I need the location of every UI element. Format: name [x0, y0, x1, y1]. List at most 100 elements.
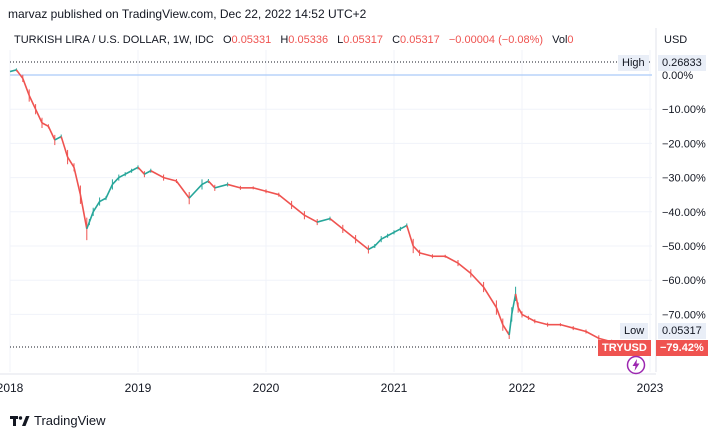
price-segment [41, 122, 49, 128]
price-segment [22, 78, 30, 96]
price-segment [66, 156, 75, 168]
low-marker-value: 0.05317 [658, 323, 706, 339]
price-segment [316, 217, 331, 223]
price-segment [124, 170, 132, 175]
x-tick-label: 2023 [637, 381, 664, 395]
high-value: 0.05336 [288, 34, 329, 46]
price-segment [265, 190, 280, 196]
symbol-price-tag: TRYUSD [598, 340, 651, 356]
price-segment [342, 228, 357, 240]
price-segment [528, 317, 536, 322]
high-marker-value: 0.26833 [658, 55, 706, 71]
price-segment [406, 225, 414, 247]
price-segment [380, 235, 388, 240]
y-tick-label: −50.00% [662, 241, 706, 253]
price-segment [470, 272, 485, 288]
price-segment [54, 135, 62, 141]
price-segment [73, 167, 82, 195]
price-segment [144, 170, 152, 175]
price-segment [150, 170, 164, 179]
price-segment [214, 183, 228, 189]
price-segment [188, 183, 203, 199]
price-segment [88, 211, 94, 223]
footer-brand[interactable]: TradingView [10, 413, 106, 428]
lightning-icon[interactable] [626, 355, 646, 375]
y-tick-label: −20.00% [662, 138, 706, 150]
high-marker-label: High [618, 55, 649, 71]
y-tick-label: −30.00% [662, 173, 706, 185]
y-tick-label: −70.00% [662, 309, 706, 321]
price-segment [163, 176, 177, 182]
price-segment [137, 166, 145, 175]
price-segment [400, 224, 408, 230]
high-label: H [280, 34, 289, 46]
open-value: 0.05331 [231, 34, 272, 46]
price-segment [79, 194, 88, 230]
price-segment [355, 238, 369, 251]
y-tick-label: −10.00% [662, 104, 706, 116]
price-segment [393, 228, 401, 234]
price-segment [482, 286, 498, 308]
price-segment [304, 214, 318, 223]
currency-label[interactable]: USD [664, 34, 688, 46]
price-segment [368, 245, 376, 251]
low-value: 0.05317 [343, 34, 384, 46]
price-segment [412, 245, 421, 254]
y-tick-label: 0.00% [662, 70, 693, 82]
y-tick-label: −60.00% [662, 275, 706, 287]
price-segment [15, 69, 24, 79]
x-tick-label: 2021 [381, 381, 408, 395]
price-segment [502, 324, 510, 336]
x-tick-label: 2022 [509, 381, 536, 395]
price-segment [111, 177, 120, 185]
percent-change-tag: −79.42% [656, 340, 708, 356]
price-segment [329, 218, 344, 230]
price-segment [47, 125, 56, 141]
price-segment [105, 184, 114, 199]
price-segment [278, 194, 293, 206]
open-label: O [222, 34, 232, 46]
change-value: −0.00004 (−0.08%) [448, 34, 544, 46]
price-segment [457, 262, 472, 274]
price-segment [374, 238, 382, 247]
y-tick-label: −40.00% [662, 207, 706, 219]
price-segment [131, 166, 139, 172]
publisher-line: marvaz published on TradingView.com, Dec… [8, 7, 367, 21]
close-label: C [392, 34, 401, 46]
volume-label: Vol [552, 34, 568, 46]
price-segment [517, 307, 523, 315]
price-segment [572, 327, 587, 333]
price-segment [444, 255, 459, 264]
price-segment [28, 95, 37, 110]
x-tick-label: 2018 [0, 381, 24, 395]
x-tick-label: 2020 [253, 381, 280, 395]
price-segment [227, 183, 241, 189]
price-segment [534, 320, 548, 326]
price-segment [252, 187, 267, 193]
price-segment [291, 204, 305, 216]
price-segment [201, 180, 209, 186]
price-segment [419, 252, 433, 258]
price-segment [92, 201, 101, 213]
symbol-name[interactable]: TURKISH LIRA / U.S. DOLLAR, 1W, IDC [14, 34, 214, 46]
price-segment [207, 180, 216, 189]
footer-brand-name: TradingView [34, 413, 106, 428]
price-segment [34, 108, 43, 124]
price-segment [521, 313, 529, 319]
price-segment [495, 307, 504, 325]
volume-value: 0 [567, 34, 574, 46]
price-segment [585, 330, 600, 340]
chart-legend: TURKISH LIRA / U.S. DOLLAR, 1W, IDC O0.0… [14, 34, 574, 46]
low-marker-label: Low [620, 323, 649, 339]
price-segment [175, 180, 190, 199]
price-segment [99, 197, 107, 203]
low-label: L [337, 34, 344, 46]
close-value: 0.05317 [400, 34, 440, 46]
price-segment [118, 173, 126, 179]
price-segment [560, 323, 574, 329]
price-segment [60, 136, 69, 158]
price-segment [510, 293, 517, 315]
x-tick-label: 2019 [125, 381, 152, 395]
price-segment [387, 231, 395, 237]
